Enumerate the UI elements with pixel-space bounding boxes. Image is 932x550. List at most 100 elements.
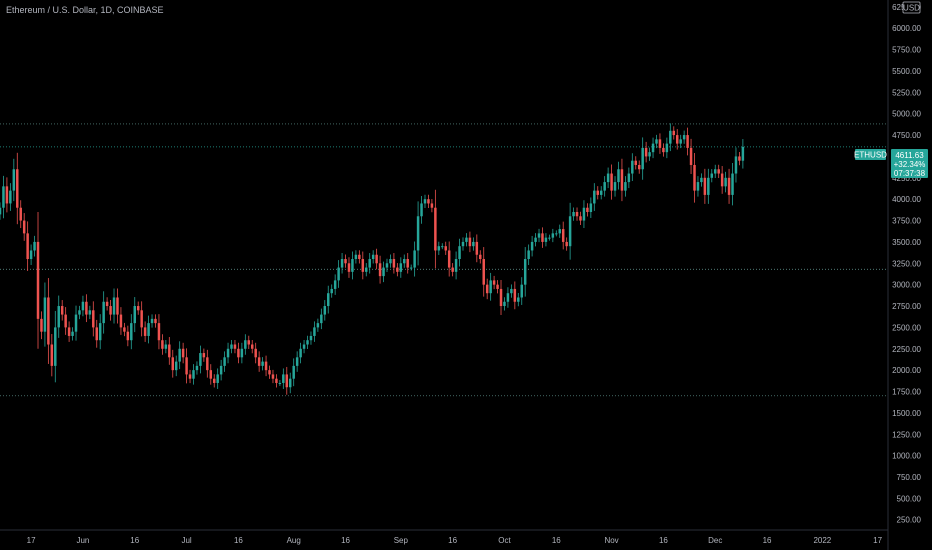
price-tick-label: 4750.00	[892, 131, 921, 140]
price-tick-label: 6000.00	[892, 24, 921, 33]
candle-body	[119, 314, 123, 328]
candle-body	[223, 357, 226, 366]
candle-body	[451, 267, 454, 272]
candle-body	[347, 263, 351, 272]
candle-body	[565, 241, 568, 247]
time-axis[interactable]: 17 Jun 16 Jul 16 Aug 16 Sep 16 Oct 16 Nov 16 Dec 16 202…	[27, 536, 883, 545]
candle-body	[157, 323, 161, 341]
candle-body	[513, 288, 517, 302]
candle-body	[78, 310, 81, 315]
candle-body	[707, 177, 710, 195]
symbol-tag: ETHUSD	[854, 151, 887, 160]
candle-body	[344, 259, 347, 264]
candle-body	[454, 259, 458, 272]
candle-body	[2, 186, 5, 208]
candle-body	[368, 259, 371, 268]
candle-body	[696, 182, 700, 191]
time-tick-label: 16	[130, 536, 139, 545]
candle-body	[216, 374, 219, 383]
time-tick-label: Dec	[708, 536, 722, 545]
candle-body	[112, 297, 116, 315]
candle-body	[316, 323, 320, 328]
candle-body	[693, 164, 696, 191]
time-tick-label: 16	[659, 536, 668, 545]
candle-body	[517, 297, 520, 302]
candle-body	[278, 382, 282, 384]
candle-body	[686, 135, 689, 148]
candle-body	[648, 152, 651, 157]
candle-body	[575, 212, 579, 217]
candle-body	[309, 335, 313, 341]
candle-body	[672, 130, 676, 136]
candle-body	[161, 340, 164, 349]
candle-body	[264, 361, 268, 371]
candle-body	[679, 139, 682, 144]
candle-body	[81, 301, 85, 311]
candle-body	[199, 353, 202, 366]
candle-body	[340, 259, 344, 268]
candle-body	[596, 190, 600, 195]
candle-body	[320, 314, 323, 324]
last-price-tag-box	[891, 149, 928, 178]
currency-badge: USD	[903, 4, 920, 13]
candle-body	[437, 246, 441, 251]
candle-body	[361, 259, 365, 272]
price-tick-label: 5750.00	[892, 46, 921, 55]
chart-title: Ethereum / U.S. Dollar, 1D, COINBASE	[6, 5, 164, 15]
candle-body	[485, 284, 489, 294]
candle-body	[416, 216, 420, 251]
candle-body	[240, 348, 244, 358]
candle-body	[188, 374, 192, 379]
candle-body	[185, 357, 188, 375]
candle-body	[472, 241, 475, 247]
candle-body	[579, 216, 582, 221]
candle-body	[738, 156, 741, 161]
price-tick-label: 1250.00	[892, 430, 921, 439]
candle-body	[92, 310, 95, 328]
candle-body	[409, 267, 413, 269]
candle-body	[444, 246, 447, 251]
candle-body	[399, 263, 403, 272]
candle-body	[271, 374, 275, 379]
candle-body	[655, 139, 658, 144]
symbol-tag-box	[855, 149, 886, 160]
candle-body	[703, 177, 707, 195]
candle-body	[423, 199, 427, 204]
candle-body	[665, 143, 669, 153]
candle-body	[282, 374, 285, 383]
price-tick-label: 4000.00	[892, 195, 921, 204]
candle-body	[233, 344, 237, 349]
price-tick-label: 4250.00	[892, 174, 921, 183]
candle-body	[499, 288, 503, 307]
candle-body	[60, 306, 64, 315]
time-tick-label: Oct	[498, 536, 511, 545]
candle-body	[143, 327, 147, 336]
candle-body	[548, 237, 551, 239]
candle-body	[700, 177, 703, 183]
price-tick-label: 1000.00	[892, 452, 921, 461]
candle-body	[586, 207, 589, 212]
time-tick-label: 16	[552, 536, 561, 545]
candle-body	[731, 173, 734, 195]
candle-body	[461, 241, 465, 247]
candle-body	[337, 267, 340, 281]
price-tick-label: 500.00	[897, 494, 922, 503]
candle-body	[26, 233, 29, 260]
candle-body	[651, 143, 655, 153]
candle-body	[126, 331, 130, 341]
time-tick-label: Aug	[287, 536, 301, 545]
candle-body	[541, 233, 544, 242]
candle-body	[130, 323, 133, 341]
candle-body	[620, 169, 624, 191]
candle-body	[54, 327, 57, 366]
candle-body	[458, 246, 461, 260]
candle-body	[558, 229, 561, 234]
candle-body	[430, 203, 434, 208]
candle-body	[599, 190, 603, 195]
candle-body	[351, 259, 354, 272]
candle-body	[88, 310, 92, 315]
time-tick-label: 17	[873, 536, 882, 545]
time-tick-label: Nov	[604, 536, 618, 545]
candle-body	[354, 254, 358, 260]
